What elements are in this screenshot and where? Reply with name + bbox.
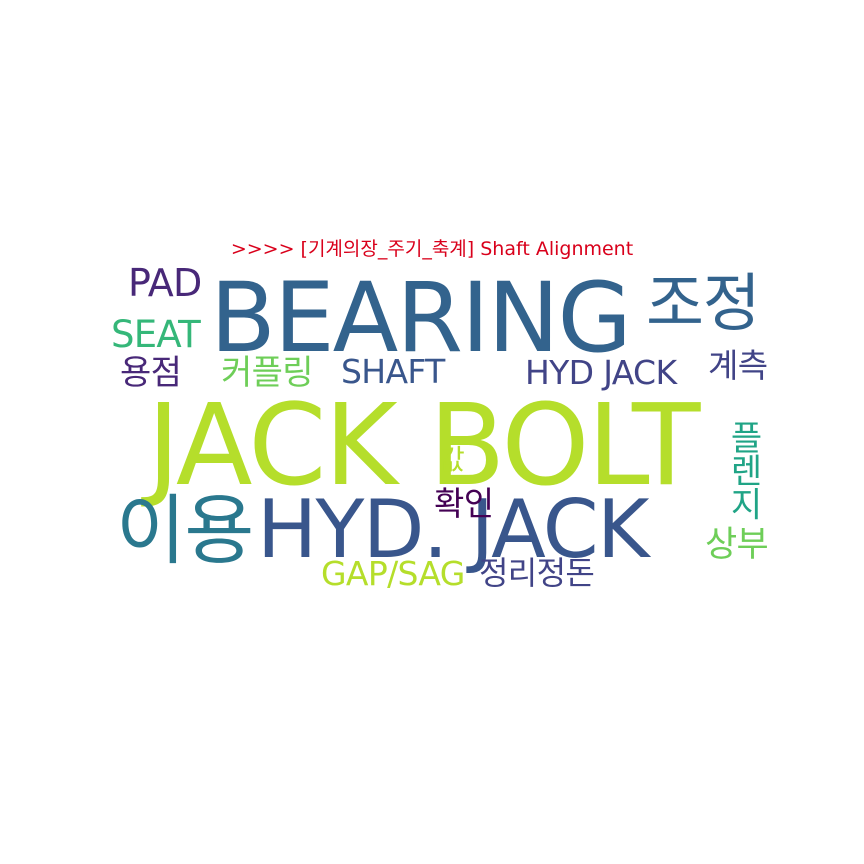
word-jeongri: 정리정돈 [479, 554, 595, 592]
word-coupling: 커플링 [221, 353, 313, 393]
word-hyd-jack: HYD JACK [525, 353, 677, 392]
word-pad: PAD [128, 261, 202, 305]
page-title: >>>> [기계의장_주기_축계] Shaft Alignment [230, 238, 634, 260]
word-bearing: BEARING [210, 262, 632, 374]
word-jack-bolt: JACK BOLT [147, 381, 700, 511]
word-yongjeom: 용점 [120, 353, 182, 393]
word-flange: 플렌지 [723, 420, 763, 520]
word-gap-sag: GAP/SAG [321, 554, 465, 593]
word-sangbu: 상부 [705, 525, 769, 565]
word-gyecheuk: 계측 [708, 346, 768, 385]
word-shaft: SHAFT [341, 352, 445, 391]
word-hyd-jack-dot: HYD. JACK [257, 483, 650, 576]
word-iyong: 이용 [116, 486, 254, 575]
word-seat: SEAT [111, 313, 201, 356]
word-jojeong: 조정 [646, 267, 761, 340]
word-hwagin: 확인 [434, 484, 494, 523]
word-gap: 값 [439, 443, 465, 476]
